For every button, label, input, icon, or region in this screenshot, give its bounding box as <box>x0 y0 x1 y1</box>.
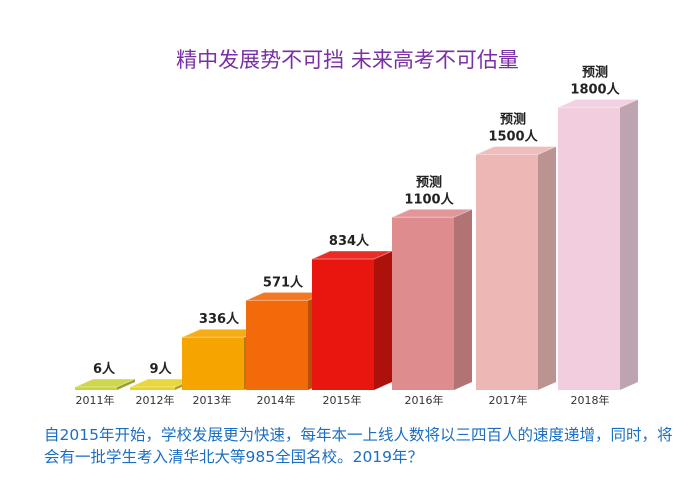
x-tick-label: 2011年 <box>76 393 115 407</box>
bar-side <box>538 146 556 390</box>
bar <box>246 300 308 390</box>
data-label: 336人 <box>199 311 240 327</box>
x-tick-label: 2018年 <box>571 393 610 407</box>
bar-top <box>475 146 557 155</box>
data-label: 9人 <box>149 361 172 377</box>
bar-top <box>74 378 136 388</box>
bar <box>75 387 117 390</box>
bar <box>130 387 175 390</box>
x-tick-label: 2012年 <box>136 393 175 407</box>
bar <box>476 154 538 390</box>
bar-side <box>620 99 638 391</box>
x-tick-label: 2013年 <box>193 393 232 407</box>
data-label: 571人 <box>263 274 304 290</box>
bar-chart: 6人 2011年 9人 2012年 336人 2013年 571人 2014年 834人 2015… <box>74 64 639 407</box>
forecast-label: 预测 <box>416 174 442 190</box>
x-tick-label: 2014年 <box>257 393 296 407</box>
bar <box>558 107 620 391</box>
bar-top <box>391 208 473 218</box>
data-label: 1500人 <box>488 129 538 145</box>
bar <box>392 217 454 390</box>
bar-top <box>557 98 639 108</box>
data-label: 834人 <box>329 233 370 249</box>
forecast-label: 预测 <box>582 64 608 80</box>
forecast-label: 预测 <box>500 112 526 128</box>
chart-title: 精中发展势不可挡 未来高考不可估量 <box>176 48 519 72</box>
bar <box>312 259 374 390</box>
bar-side <box>117 379 135 390</box>
bar-side <box>454 209 472 390</box>
x-tick-label: 2016年 <box>405 393 444 407</box>
x-tick-label: 2017年 <box>489 393 528 407</box>
x-tick-label: 2015年 <box>323 393 362 407</box>
data-label: 6人 <box>93 361 116 377</box>
bar-side <box>374 251 392 390</box>
bar <box>182 337 244 390</box>
data-label: 1100人 <box>404 191 454 207</box>
data-label: 1800人 <box>570 81 620 97</box>
note-text: 自2015年开始，学校发展更为快速，每年本一上线人数将以三四百人的速度递增，同时… <box>44 426 673 466</box>
